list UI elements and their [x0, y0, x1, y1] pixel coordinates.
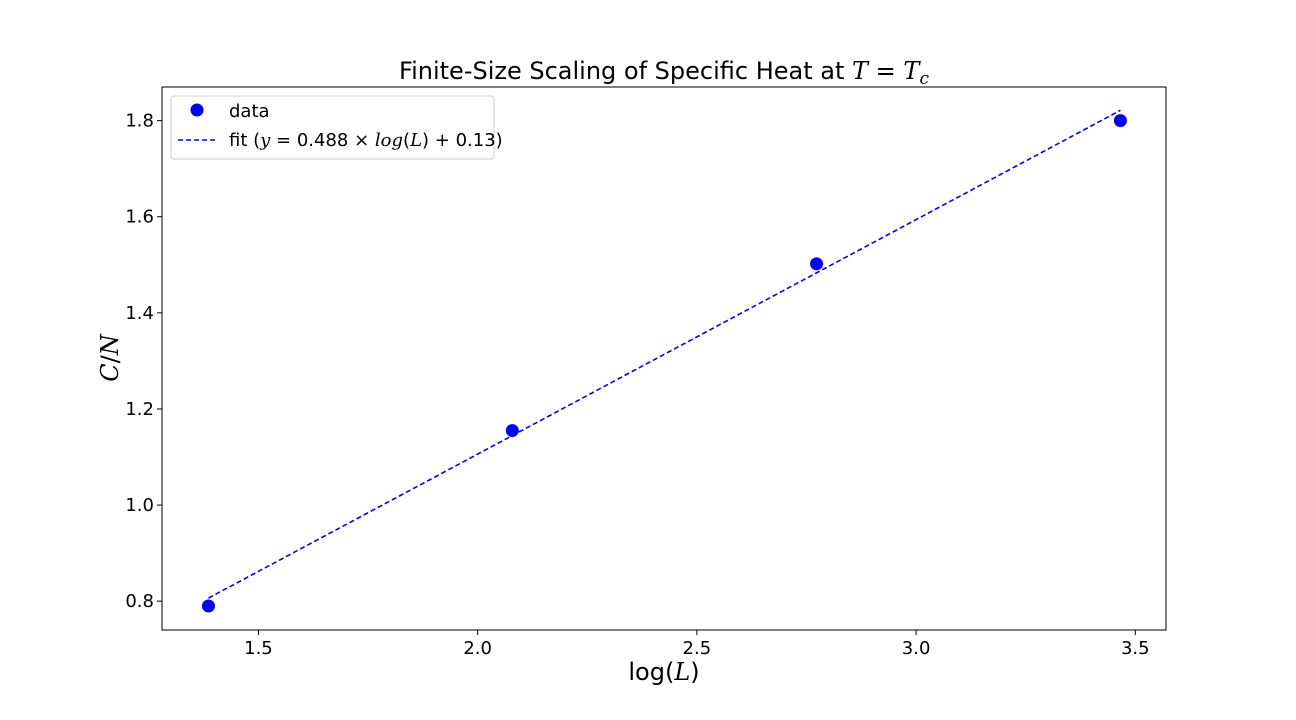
y-tick-label: 1.4: [125, 303, 154, 324]
y-tick-label: 1.6: [125, 207, 154, 228]
fit-series: [208, 109, 1121, 599]
plot-area: [161, 86, 1167, 631]
y-tick-label: 1.2: [125, 399, 154, 420]
y-tick-label: 0.8: [125, 591, 154, 612]
x-tick-label: 1.5: [244, 638, 273, 659]
y-axis-label: C/N: [96, 333, 124, 381]
data-series: [201, 114, 1127, 613]
data-point: [201, 599, 215, 613]
y-axis: 0.8 1.0 1.2 1.4 1.6 1.8: [125, 111, 162, 612]
y-tick-label: 1.8: [125, 111, 154, 132]
data-point: [1113, 114, 1127, 128]
x-axis: 1.5 2.0 2.5 3.0 3.5: [244, 630, 1150, 659]
x-tick-label: 3.5: [1121, 638, 1150, 659]
legend-label-data: data: [229, 101, 270, 122]
data-point: [505, 424, 519, 438]
legend-box: [170, 95, 495, 160]
fit-line: [208, 109, 1121, 599]
x-tick-label: 3.0: [902, 638, 931, 659]
x-axis-label: log(L): [628, 658, 699, 686]
x-tick-label: 2.0: [463, 638, 492, 659]
legend-label-fit: fit (y = 0.488 × log(L) + 0.13): [229, 130, 503, 151]
chart-title: Finite-Size Scaling of Specific Heat at …: [399, 57, 929, 89]
data-point: [810, 257, 824, 271]
x-tick-label: 2.5: [683, 638, 712, 659]
legend-marker-data: [190, 103, 204, 117]
legend: data fit (y = 0.488 × log(L) + 0.13): [170, 95, 503, 160]
y-tick-label: 1.0: [125, 495, 154, 516]
